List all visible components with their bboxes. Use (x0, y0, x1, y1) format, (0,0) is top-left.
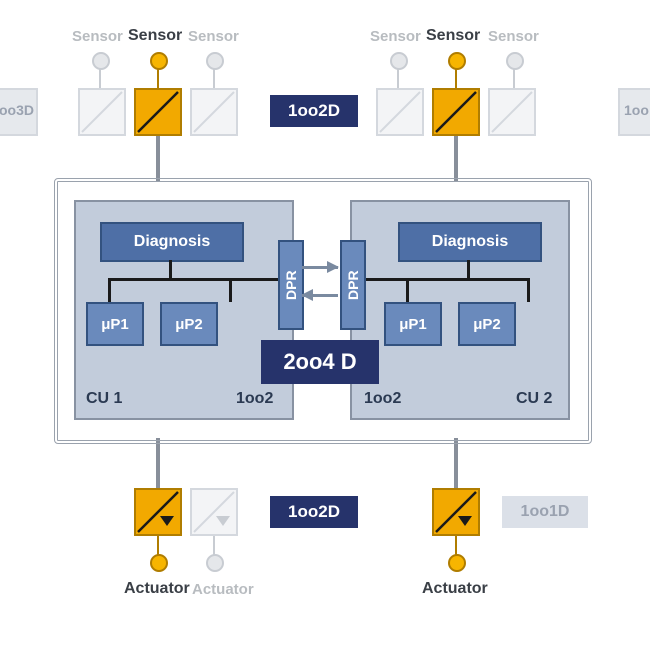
sensor-node-faded (206, 52, 224, 70)
sensor-node-active (150, 52, 168, 70)
converter-box-active (432, 88, 480, 136)
actuator-stem (157, 536, 159, 556)
actuator-stem (213, 536, 215, 556)
actuator-converter-active-2 (432, 488, 480, 536)
sensor-stem (213, 68, 215, 88)
cu2-label: CU 2 (516, 390, 552, 408)
sensor-label-3: Sensor (188, 28, 239, 45)
sensor-node-faded (92, 52, 110, 70)
actuator-label-2: Actuator (192, 581, 254, 598)
converter-box-faded (376, 88, 424, 136)
sensor-node-faded (390, 52, 408, 70)
actuator-converter-active-1 (134, 488, 182, 536)
actuator-label-3: Actuator (422, 580, 488, 598)
actuator-node-active (150, 554, 168, 572)
sensor-node-active (448, 52, 466, 70)
sensor-label-1: Sensor (72, 28, 123, 45)
uP1-box-cu1: μP1 (86, 302, 144, 346)
sensor-stem (455, 68, 457, 88)
actuator-node-faded (206, 554, 224, 572)
arrow-left (302, 294, 338, 297)
arrow-right (302, 266, 338, 269)
converter-box-faded (488, 88, 536, 136)
badge-2oo4d: 2oo4 D (261, 340, 379, 384)
cu1-vote-label: 1oo2 (236, 390, 273, 408)
tree-line (108, 278, 111, 302)
diagram-canvas: Sensor Sensor Sensor Sensor Sensor Senso… (0, 0, 650, 650)
sensor-label-4: Sensor (370, 28, 421, 45)
tree-line (406, 278, 409, 302)
tree-line (467, 260, 470, 278)
tree-line (527, 278, 530, 302)
edge-panel-right: 1oo (618, 88, 650, 136)
actuator-label-1: Actuator (124, 580, 190, 598)
cu2-vote-label: 1oo2 (364, 390, 401, 408)
actuator-stem (455, 536, 457, 556)
dpr-right: DPR (340, 240, 366, 330)
dpr-left: DPR (278, 240, 304, 330)
badge-1oo1d-faded: 1oo1D (502, 496, 588, 528)
badge-1oo-faded: 1oo (624, 102, 649, 118)
uP2-box-cu1: μP2 (160, 302, 218, 346)
badge-1oo2d-top: 1oo2D (270, 95, 358, 127)
converter-box-faded (78, 88, 126, 136)
cu1-label: CU 1 (86, 390, 122, 408)
sensor-stem (99, 68, 101, 88)
sensor-stem (397, 68, 399, 88)
tree-line (169, 260, 172, 278)
converter-box-active (134, 88, 182, 136)
actuator-node-active (448, 554, 466, 572)
diagnosis-box-cu2: Diagnosis (398, 222, 542, 262)
sensor-label-5: Sensor (426, 27, 480, 45)
sensor-label-2: Sensor (128, 27, 182, 45)
sensor-stem (513, 68, 515, 88)
diagnosis-box-cu1: Diagnosis (100, 222, 244, 262)
edge-panel-left: 1oo3D (0, 88, 38, 136)
badge-1oo3d-faded: 1oo3D (0, 102, 34, 118)
tree-line (406, 278, 530, 281)
sensor-stem (157, 68, 159, 88)
uP2-box-cu2: μP2 (458, 302, 516, 346)
tree-line (229, 278, 232, 302)
sensor-label-6: Sensor (488, 28, 539, 45)
converter-box-faded (190, 88, 238, 136)
sensor-node-faded (506, 52, 524, 70)
actuator-converter-faded (190, 488, 238, 536)
badge-1oo2d-bottom: 1oo2D (270, 496, 358, 528)
uP1-box-cu2: μP1 (384, 302, 442, 346)
tree-line (108, 278, 232, 281)
